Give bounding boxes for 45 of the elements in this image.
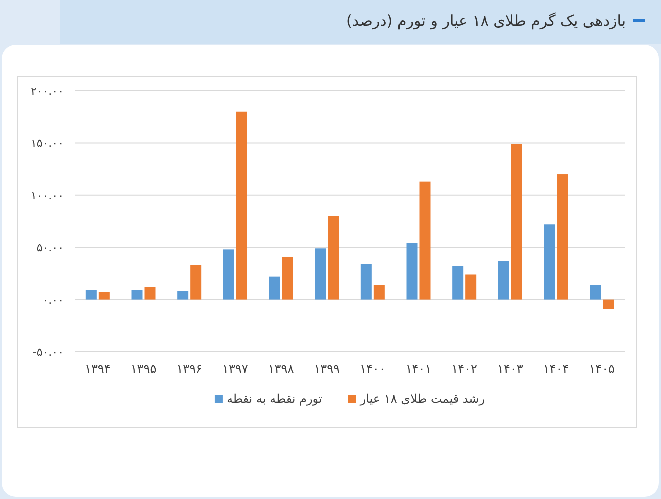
- x-tick-label: ۱۴۰۳: [498, 362, 524, 376]
- y-tick-label: ۲۰۰.۰۰: [30, 85, 64, 98]
- bar: [590, 285, 602, 300]
- y-tick-label: ۱۵۰.۰۰: [30, 137, 64, 150]
- bar: [98, 292, 110, 300]
- bar: [360, 264, 372, 300]
- x-tick-label: ۱۳۹۵: [130, 362, 157, 376]
- bar: [144, 287, 156, 300]
- legend-label: رشد قیمت طلای ۱۸ عیار: [359, 392, 486, 406]
- y-tick-label: ۵۰.۰۰: [36, 242, 64, 255]
- bar: [498, 261, 510, 300]
- bar: [178, 291, 189, 300]
- bar: [86, 290, 97, 300]
- x-tick-label: ۱۳۹۴: [85, 362, 111, 376]
- bar: [328, 216, 340, 300]
- x-tick-label: ۱۴۰۴: [543, 362, 570, 376]
- bar: [282, 256, 294, 300]
- x-tick-label: ۱۳۹۷: [222, 362, 249, 376]
- x-tick-label: ۱۴۰۲: [452, 362, 478, 376]
- bar: [223, 250, 234, 300]
- bar: [269, 276, 280, 300]
- y-tick-label: ۱۰۰.۰۰: [30, 189, 64, 202]
- bar: [511, 144, 522, 300]
- bar: [466, 274, 477, 300]
- y-tick-label: -۵۰.۰۰: [32, 346, 64, 359]
- x-tick-label: ۱۴۰۱: [406, 362, 432, 376]
- x-tick-label: ۱۳۹۹: [314, 362, 340, 376]
- x-tick-label: ۱۳۹۶: [176, 362, 202, 376]
- bar: [452, 266, 464, 300]
- bar: [190, 265, 202, 300]
- bar: [544, 224, 556, 300]
- bar: [374, 285, 385, 300]
- y-tick-label: ۰.۰۰: [42, 294, 64, 307]
- bar: [236, 112, 248, 300]
- legend-label: تورم نقطه به نقطه: [226, 392, 322, 406]
- title: بازدهی یک گرم طلای ۱۸ عیار و تورم (درصد): [346, 12, 626, 30]
- bar: [406, 243, 418, 300]
- bar: [315, 248, 326, 300]
- bar: [603, 300, 614, 310]
- x-tick-label: ۱۴۰۵: [589, 362, 615, 376]
- x-tick-label: ۱۴۰۰: [360, 362, 386, 376]
- bar: [557, 174, 568, 300]
- x-tick-label: ۱۳۹۸: [268, 362, 295, 376]
- bar: [132, 290, 143, 300]
- bar: [420, 182, 431, 300]
